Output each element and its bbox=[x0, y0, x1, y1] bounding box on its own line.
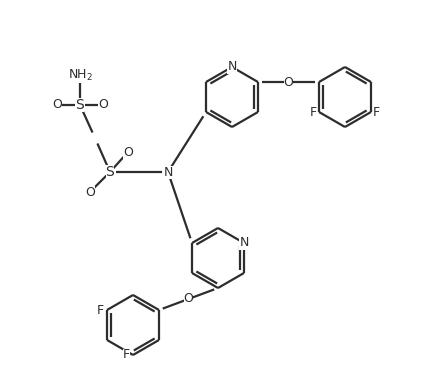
Text: S: S bbox=[106, 165, 115, 179]
Text: F: F bbox=[373, 105, 380, 118]
Text: F: F bbox=[123, 348, 130, 361]
Text: O: O bbox=[52, 99, 62, 111]
Text: N: N bbox=[163, 165, 173, 178]
Text: NH$_2$: NH$_2$ bbox=[67, 68, 93, 82]
Text: O: O bbox=[123, 146, 133, 159]
Text: O: O bbox=[284, 75, 293, 88]
Text: N: N bbox=[227, 60, 237, 74]
Text: F: F bbox=[97, 303, 104, 316]
Text: O: O bbox=[98, 99, 108, 111]
Text: S: S bbox=[76, 98, 85, 112]
Text: F: F bbox=[310, 105, 317, 118]
Text: N: N bbox=[239, 237, 249, 249]
Text: O: O bbox=[85, 186, 95, 198]
Text: O: O bbox=[184, 292, 193, 306]
